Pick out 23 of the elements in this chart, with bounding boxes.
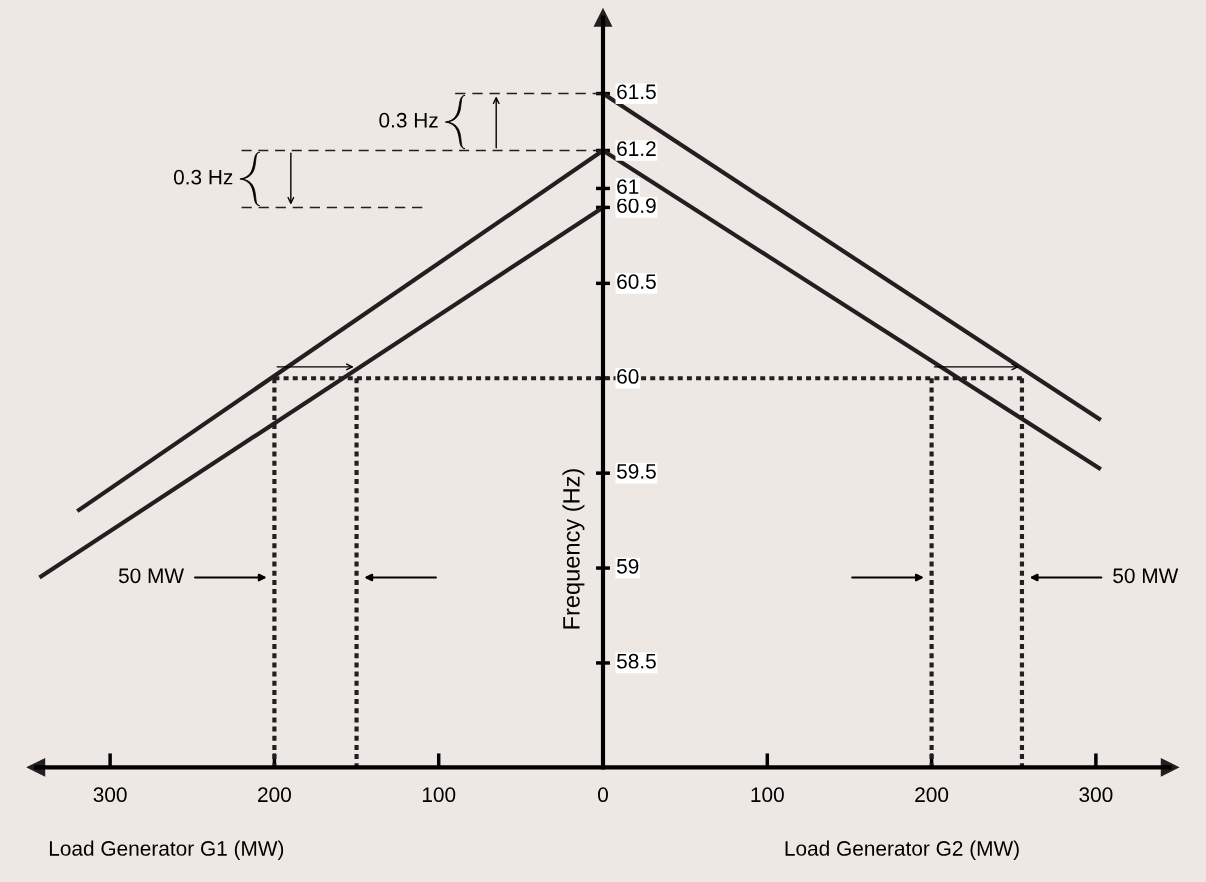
y-axis-title: Frequency (Hz)	[562, 469, 585, 629]
text: Load Generator G1 (MW)	[49, 840, 284, 860]
text: Load Generator G2 (MW)	[785, 840, 1019, 860]
x-tick-label: 0	[598, 787, 608, 803]
annotation: 50 MW	[118, 568, 184, 584]
y-tick-label: 60	[617, 369, 639, 384]
y-tick-label: 58.5	[616, 653, 656, 669]
x-tick-label: 300	[93, 787, 127, 803]
y-tick-label: 60.5	[617, 274, 656, 289]
x-tick-label: 200	[915, 787, 949, 803]
annotation: 50 MW	[1113, 568, 1179, 584]
y-tick-label: 61.5	[617, 84, 656, 100]
x-tick-label: 100	[422, 787, 456, 803]
y-tick-label: 61.2	[617, 141, 656, 157]
y-tick-label: 61	[617, 179, 639, 195]
y-tick-label: 60.9	[617, 198, 656, 214]
x-tick-label: 100	[751, 787, 784, 803]
y-tick-label: 59.5	[616, 463, 656, 479]
annotation: 0.3 Hz	[379, 112, 438, 128]
y-tick-label: 59	[616, 558, 639, 574]
x-tick-label: 300	[1079, 787, 1113, 803]
annotation: 0.3 Hz	[173, 169, 233, 185]
x-tick-label: 200	[258, 787, 291, 803]
